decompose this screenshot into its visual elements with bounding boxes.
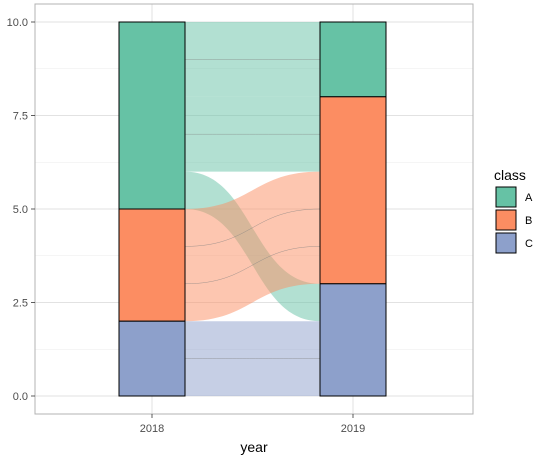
- stratum-2019-C: [319, 283, 387, 397]
- y-tick-label: 10.0: [7, 17, 28, 29]
- x-tick-label: 2019: [341, 423, 365, 435]
- stratum-2019-A: [319, 21, 387, 98]
- flow-divider: [184, 208, 321, 247]
- legend-label-A: A: [525, 192, 533, 204]
- x-tick-label: 2018: [140, 423, 164, 435]
- flows: [184, 22, 321, 396]
- stratum-2018-A: [118, 21, 186, 210]
- legend-key-B: [495, 209, 517, 231]
- stratum-2019-B: [319, 96, 387, 285]
- y-axis: 0.0 2.5 5.0 7.5 10.0: [7, 17, 35, 403]
- y-tick-label: 2.5: [13, 298, 28, 310]
- flow-B-B: [185, 171, 320, 322]
- y-tick-label: 0.0: [13, 391, 28, 403]
- y-tick-label: 5.0: [13, 204, 28, 216]
- y-tick-label: 7.5: [13, 111, 28, 123]
- flow-divider: [184, 246, 321, 285]
- stratum-2018-C: [118, 320, 186, 397]
- x-axis-title: year: [240, 439, 268, 455]
- legend-label-B: B: [525, 215, 532, 227]
- x-axis: 2018 2019: [140, 414, 365, 435]
- legend-key-C: [495, 232, 517, 254]
- legend-key-A: [495, 186, 517, 208]
- stratum-2018-B: [118, 208, 186, 322]
- legend: class ABC: [494, 167, 533, 254]
- strata: [118, 21, 387, 397]
- legend-title: class: [494, 167, 526, 183]
- legend-label-C: C: [525, 238, 533, 250]
